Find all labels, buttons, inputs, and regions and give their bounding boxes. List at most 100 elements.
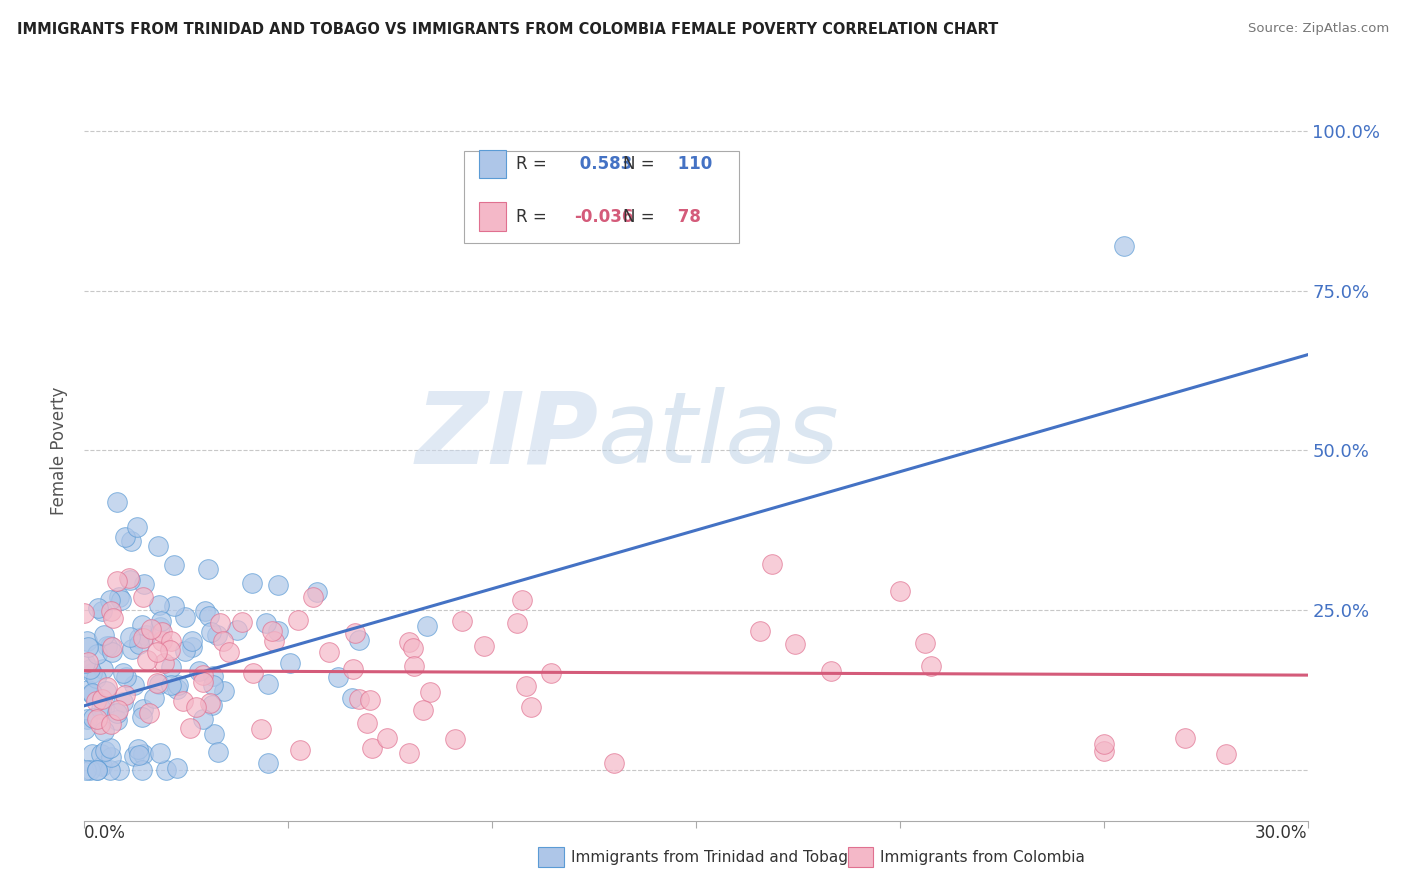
Point xyxy=(267,624,290,639)
FancyBboxPatch shape xyxy=(479,202,506,230)
Point xyxy=(172,694,194,708)
Text: N =: N = xyxy=(623,155,654,173)
Point xyxy=(225,623,247,637)
Point xyxy=(132,591,155,605)
Point xyxy=(82,685,104,699)
Point xyxy=(197,562,219,576)
Point xyxy=(146,645,169,659)
Point xyxy=(91,662,114,676)
Point xyxy=(103,611,125,625)
Point xyxy=(240,576,263,591)
Point xyxy=(404,659,426,673)
Point xyxy=(105,494,128,508)
Point xyxy=(153,657,176,671)
Point xyxy=(100,604,122,618)
Point xyxy=(131,763,153,777)
Text: IMMIGRANTS FROM TRINIDAD AND TOBAGO VS IMMIGRANTS FROM COLOMBIA FEMALE POVERTY C: IMMIGRANTS FROM TRINIDAD AND TOBAGO VS I… xyxy=(17,22,998,37)
Point xyxy=(90,692,112,706)
Point xyxy=(80,687,103,701)
Point xyxy=(76,634,98,648)
Point xyxy=(510,593,533,607)
Point xyxy=(347,692,370,706)
Point xyxy=(150,634,173,648)
Point xyxy=(94,744,117,758)
Point xyxy=(472,640,495,654)
Point xyxy=(90,747,112,762)
Point xyxy=(202,727,225,741)
Text: ZIP: ZIP xyxy=(415,387,598,484)
Point xyxy=(205,628,228,642)
Point xyxy=(150,614,173,628)
Point xyxy=(201,698,224,713)
Point xyxy=(114,688,136,702)
Point xyxy=(80,666,103,681)
Point xyxy=(75,763,97,777)
Point xyxy=(100,750,122,764)
Point xyxy=(84,671,107,685)
Point xyxy=(136,653,159,667)
Point xyxy=(197,609,219,624)
Point xyxy=(398,747,420,761)
Point xyxy=(79,662,101,676)
Point xyxy=(73,722,96,736)
Point xyxy=(86,763,108,777)
Text: 30.0%: 30.0% xyxy=(1256,824,1308,842)
Text: Immigrants from Trinidad and Tobago: Immigrants from Trinidad and Tobago xyxy=(571,850,858,864)
Point xyxy=(443,731,465,746)
Point xyxy=(98,763,121,777)
Point xyxy=(326,670,349,684)
Point xyxy=(343,625,366,640)
Point xyxy=(1092,744,1115,758)
FancyBboxPatch shape xyxy=(479,150,506,178)
Point xyxy=(155,763,177,777)
Point xyxy=(263,634,285,648)
Point xyxy=(211,634,233,648)
Point xyxy=(100,716,122,731)
Point xyxy=(278,657,301,671)
Point xyxy=(127,520,149,534)
Point xyxy=(889,583,911,598)
Point xyxy=(96,639,118,653)
Point xyxy=(402,640,425,655)
Point xyxy=(419,685,441,699)
Point xyxy=(375,731,398,745)
Point xyxy=(98,593,121,607)
Point xyxy=(150,625,173,640)
Point xyxy=(112,666,135,681)
Point xyxy=(207,745,229,759)
Point xyxy=(194,604,217,618)
Text: N =: N = xyxy=(623,208,654,226)
FancyBboxPatch shape xyxy=(464,151,738,244)
Point xyxy=(181,640,204,655)
Point xyxy=(143,690,166,705)
Point xyxy=(98,640,121,654)
Point xyxy=(132,576,155,591)
Text: 110: 110 xyxy=(672,155,711,173)
Point xyxy=(138,706,160,720)
Point xyxy=(105,713,128,727)
Point xyxy=(218,645,240,659)
Point xyxy=(412,703,434,717)
Point xyxy=(254,615,277,630)
Point xyxy=(231,615,253,629)
Point xyxy=(120,573,142,587)
Point xyxy=(131,710,153,724)
Point xyxy=(257,677,280,691)
Text: R =: R = xyxy=(516,155,547,173)
Point xyxy=(90,759,112,773)
Point xyxy=(166,761,188,775)
Point xyxy=(267,578,290,592)
Point xyxy=(124,678,146,692)
Point xyxy=(515,679,537,693)
Point xyxy=(93,724,115,739)
Point xyxy=(120,631,142,645)
Point xyxy=(1114,239,1136,253)
Point xyxy=(105,574,128,588)
Point xyxy=(141,622,163,636)
Text: -0.036: -0.036 xyxy=(574,208,633,226)
Point xyxy=(1092,737,1115,751)
Point xyxy=(73,656,96,670)
Point xyxy=(506,615,529,630)
Text: 78: 78 xyxy=(672,208,700,226)
Point xyxy=(398,635,420,649)
